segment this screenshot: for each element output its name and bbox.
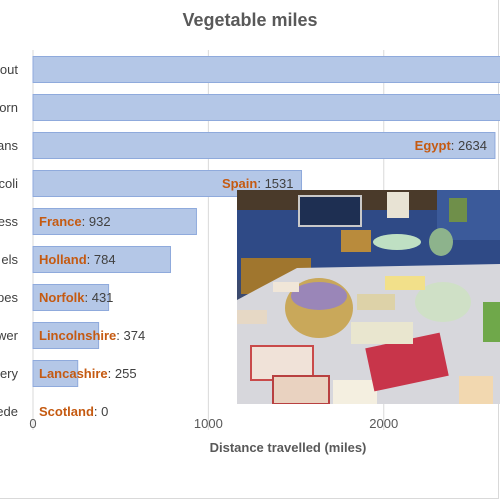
data-label-origin: Scotland <box>39 404 94 419</box>
bar <box>32 56 500 83</box>
x-tick-label: 0 <box>29 416 36 431</box>
bar <box>32 360 79 387</box>
x-tick-label: 1000 <box>194 416 223 431</box>
category-label: wer <box>0 328 19 343</box>
data-label-value: : 0 <box>94 404 108 419</box>
bar <box>32 132 496 159</box>
bar <box>32 94 500 121</box>
bar <box>32 208 197 235</box>
data-label-origin: Lancashire <box>39 366 108 381</box>
data-label-value: : 1531 <box>257 176 293 191</box>
chart-title: Vegetable miles <box>182 10 318 30</box>
data-label-origin: Holland <box>39 252 87 267</box>
data-label: Egypt: 2634 <box>415 138 487 153</box>
data-label-origin: Norfolk <box>39 290 85 305</box>
data-label-value: : 255 <box>108 366 137 381</box>
bar <box>32 284 110 311</box>
category-label: orn <box>0 100 18 115</box>
data-label-origin: Spain <box>222 176 257 191</box>
data-label-value: : 2634 <box>451 138 487 153</box>
data-label: France: 932 <box>39 214 111 229</box>
data-label-value: : 431 <box>85 290 114 305</box>
data-label-origin: Lincolnshire <box>39 328 116 343</box>
data-label: Lancashire: 255 <box>39 366 137 381</box>
category-label: out <box>0 62 18 77</box>
data-label-value: : 932 <box>82 214 111 229</box>
category-label: els <box>1 252 18 267</box>
data-label: Lincolnshire: 374 <box>39 328 145 343</box>
data-label-value: : 374 <box>116 328 145 343</box>
category-label: pes <box>0 290 18 305</box>
data-label-value: : 784 <box>87 252 116 267</box>
data-label: Scotland: 0 <box>39 404 108 419</box>
bar <box>32 322 100 349</box>
x-axis-title: Distance travelled (miles) <box>210 440 367 455</box>
category-label: ans <box>0 138 18 153</box>
data-label-origin: France <box>39 214 82 229</box>
data-label: Spain: 1531 <box>222 176 294 191</box>
category-label: ede <box>0 404 18 419</box>
data-label: Norfolk: 431 <box>39 290 113 305</box>
x-tick-label: 2000 <box>369 416 398 431</box>
bar <box>32 246 171 273</box>
category-label: coli <box>0 176 18 191</box>
data-label-origin: Egypt <box>415 138 452 153</box>
vegetable-photo <box>237 190 500 404</box>
data-label: Holland: 784 <box>39 252 116 267</box>
category-label: ery <box>0 366 18 381</box>
category-label: ess <box>0 214 18 229</box>
